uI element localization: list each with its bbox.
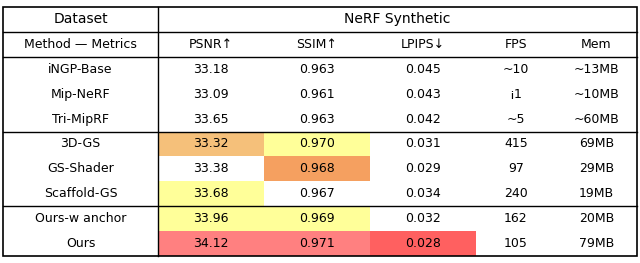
- Text: 0.968: 0.968: [299, 163, 335, 175]
- Text: 79MB: 79MB: [579, 237, 614, 250]
- Text: 33.65: 33.65: [193, 113, 228, 125]
- Text: Ours-w anchor: Ours-w anchor: [35, 213, 126, 225]
- Text: 0.969: 0.969: [299, 213, 335, 225]
- Bar: [158, 181, 264, 206]
- Text: 33.32: 33.32: [193, 138, 228, 150]
- Text: 33.09: 33.09: [193, 88, 228, 100]
- Text: 33.68: 33.68: [193, 188, 228, 200]
- Bar: [370, 231, 476, 256]
- Text: LPIPS↓: LPIPS↓: [401, 38, 445, 50]
- Text: FPS: FPS: [504, 38, 527, 50]
- Text: ~13MB: ~13MB: [573, 63, 620, 75]
- Text: Ours: Ours: [66, 237, 95, 250]
- Text: Mip-NeRF: Mip-NeRF: [51, 88, 111, 100]
- Text: 69MB: 69MB: [579, 138, 614, 150]
- Text: 0.045: 0.045: [404, 63, 440, 75]
- Text: ¡1: ¡1: [509, 88, 522, 100]
- Text: 97: 97: [508, 163, 524, 175]
- Text: 415: 415: [504, 138, 528, 150]
- Text: 33.38: 33.38: [193, 163, 228, 175]
- Bar: [264, 231, 370, 256]
- Text: 162: 162: [504, 213, 527, 225]
- Text: 0.028: 0.028: [404, 237, 440, 250]
- Text: 0.971: 0.971: [299, 237, 335, 250]
- Text: iNGP-Base: iNGP-Base: [49, 63, 113, 75]
- Text: 0.970: 0.970: [299, 138, 335, 150]
- Text: 0.043: 0.043: [404, 88, 440, 100]
- Text: ~5: ~5: [507, 113, 525, 125]
- Text: 29MB: 29MB: [579, 163, 614, 175]
- Text: 20MB: 20MB: [579, 213, 614, 225]
- Text: PSNR↑: PSNR↑: [189, 38, 233, 50]
- Text: ~60MB: ~60MB: [573, 113, 620, 125]
- Text: Scaffold-GS: Scaffold-GS: [44, 188, 117, 200]
- Text: Tri-MipRF: Tri-MipRF: [52, 113, 109, 125]
- Text: 33.18: 33.18: [193, 63, 228, 75]
- Text: ~10: ~10: [502, 63, 529, 75]
- Text: 33.96: 33.96: [193, 213, 228, 225]
- Text: Mem: Mem: [581, 38, 612, 50]
- Bar: [264, 132, 370, 156]
- Text: 0.967: 0.967: [299, 188, 335, 200]
- Text: 0.042: 0.042: [404, 113, 440, 125]
- Text: Method — Metrics: Method — Metrics: [24, 38, 137, 50]
- Text: 0.034: 0.034: [404, 188, 440, 200]
- Text: 0.029: 0.029: [404, 163, 440, 175]
- Text: 0.963: 0.963: [299, 113, 335, 125]
- Bar: [264, 206, 370, 231]
- Text: 0.032: 0.032: [404, 213, 440, 225]
- Text: NeRF Synthetic: NeRF Synthetic: [344, 12, 451, 26]
- Text: 34.12: 34.12: [193, 237, 228, 250]
- Text: 0.031: 0.031: [404, 138, 440, 150]
- Bar: [158, 206, 264, 231]
- Text: 3D-GS: 3D-GS: [60, 138, 100, 150]
- Text: Dataset: Dataset: [53, 12, 108, 26]
- Text: 240: 240: [504, 188, 528, 200]
- Bar: [158, 231, 264, 256]
- Text: 0.961: 0.961: [299, 88, 335, 100]
- Text: GS-Shader: GS-Shader: [47, 163, 114, 175]
- Bar: [264, 156, 370, 181]
- Text: ~10MB: ~10MB: [573, 88, 620, 100]
- Text: 105: 105: [504, 237, 528, 250]
- Text: 0.963: 0.963: [299, 63, 335, 75]
- Text: SSIM↑: SSIM↑: [296, 38, 337, 50]
- Bar: [158, 132, 264, 156]
- Text: 19MB: 19MB: [579, 188, 614, 200]
